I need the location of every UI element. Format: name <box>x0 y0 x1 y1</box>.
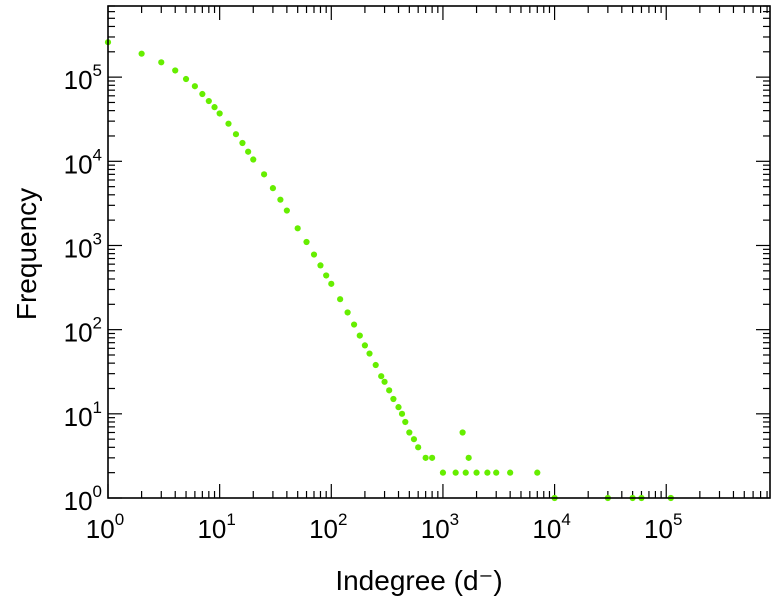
data-point <box>283 207 290 214</box>
data-point <box>250 156 257 163</box>
data-point <box>493 469 500 476</box>
data-point <box>422 454 429 461</box>
data-point <box>317 262 324 269</box>
data-point <box>344 309 351 316</box>
y-tick-label: 105 <box>64 61 102 95</box>
x-tick-label: 105 <box>644 510 682 544</box>
data-point <box>205 97 212 105</box>
data-point <box>245 148 252 155</box>
data-point <box>402 418 409 426</box>
data-point <box>465 454 472 461</box>
y-tick-labels: 100 101 102 103 104 105 <box>64 61 102 516</box>
data-point <box>459 429 466 436</box>
data-point <box>225 120 232 127</box>
data-point <box>172 67 179 74</box>
x-tick-label: 101 <box>197 510 235 544</box>
data-point <box>378 373 385 380</box>
minor-ticks <box>108 5 770 498</box>
data-point <box>350 321 358 328</box>
y-tick-label: 104 <box>64 145 102 179</box>
data-point <box>277 196 284 203</box>
data-point <box>328 280 335 287</box>
data-point <box>406 429 413 436</box>
data-point <box>395 404 402 411</box>
data-point <box>415 444 422 451</box>
data-point <box>507 469 514 476</box>
data-point <box>310 251 318 258</box>
data-point <box>191 83 198 90</box>
data-point <box>361 342 368 349</box>
data-point <box>390 395 397 403</box>
y-axis-title: Frequency <box>11 188 42 320</box>
data-point <box>356 332 363 339</box>
x-tick-label: 102 <box>309 510 347 544</box>
y-tick-label: 100 <box>64 482 102 516</box>
data-point <box>386 387 393 394</box>
major-ticks <box>107 6 770 499</box>
data-point <box>439 469 447 476</box>
data-point <box>398 410 406 417</box>
data-point <box>452 469 459 476</box>
data-point <box>303 238 310 246</box>
data-point <box>484 469 491 476</box>
data-point <box>239 139 246 147</box>
data-point <box>199 90 206 98</box>
data-point <box>158 59 165 66</box>
y-tick-label: 103 <box>64 229 102 263</box>
data-point <box>410 436 418 443</box>
data-point <box>381 378 388 385</box>
x-tick-labels: 100 101 102 103 104 105 <box>86 510 683 544</box>
data-point <box>473 469 480 476</box>
x-tick-label: 100 <box>86 510 124 544</box>
data-point <box>323 272 330 279</box>
data-point <box>462 469 469 476</box>
y-tick-label: 101 <box>64 398 102 432</box>
data-point <box>269 185 277 192</box>
data-point <box>372 361 379 369</box>
data-point <box>534 469 541 476</box>
data-points <box>104 39 674 502</box>
data-point <box>366 350 373 357</box>
data-point <box>260 171 268 178</box>
data-point <box>429 454 436 461</box>
plot-frame <box>107 5 771 499</box>
data-point <box>232 131 240 138</box>
data-point <box>182 75 190 83</box>
data-point <box>294 225 301 232</box>
x-tick-label: 103 <box>421 510 459 544</box>
y-tick-label: 102 <box>64 314 102 348</box>
x-tick-label: 104 <box>532 510 570 544</box>
data-point <box>211 104 218 111</box>
x-axis-title: Indegree (d⁻) <box>335 565 502 596</box>
data-point <box>216 110 223 117</box>
data-point <box>138 50 145 57</box>
data-point <box>337 296 344 303</box>
